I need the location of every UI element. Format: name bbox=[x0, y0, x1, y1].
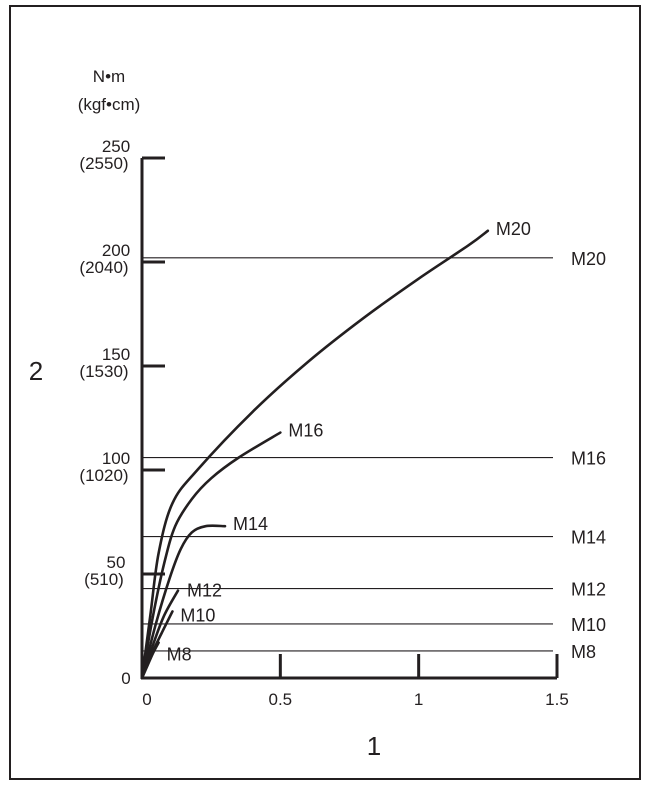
y-tick-label: 0 bbox=[121, 669, 130, 688]
y-tick-label: 250 bbox=[102, 137, 130, 156]
series-line-m16 bbox=[140, 431, 282, 680]
y-tick-label: 150 bbox=[102, 345, 130, 364]
x-tick-label: 0.5 bbox=[269, 690, 293, 709]
y-tick-sublabel: (1530) bbox=[79, 362, 128, 381]
reference-label-m16: M16 bbox=[571, 449, 606, 469]
reference-label-m14: M14 bbox=[571, 528, 606, 548]
series-line-m8 bbox=[140, 641, 160, 680]
reference-label-m12: M12 bbox=[571, 580, 606, 600]
y-tick-sublabel: (2550) bbox=[79, 154, 128, 173]
series-line-m20 bbox=[140, 229, 490, 680]
chart-frame bbox=[9, 5, 641, 780]
series-label-m10: M10 bbox=[180, 605, 215, 625]
y-tick-label: 50 bbox=[107, 553, 126, 572]
y-tick-label: 200 bbox=[102, 241, 130, 260]
y-axis-title: 2 bbox=[29, 356, 43, 386]
y-tick-sublabel: (2040) bbox=[79, 258, 128, 277]
y-tick-sublabel: (1020) bbox=[79, 466, 128, 485]
y-tick-label: 100 bbox=[102, 449, 130, 468]
series-line-m14 bbox=[140, 524, 227, 680]
series-label-m12: M12 bbox=[187, 581, 222, 601]
reference-label-m20: M20 bbox=[571, 249, 606, 269]
x-tick-label: 0 bbox=[142, 690, 151, 709]
y-unit-sub-label: (kgf•cm) bbox=[78, 95, 141, 114]
series-label-m14: M14 bbox=[233, 514, 268, 534]
series-label-m16: M16 bbox=[288, 421, 323, 441]
series-label-m20: M20 bbox=[496, 219, 531, 239]
x-tick-label: 1.5 bbox=[545, 690, 569, 709]
y-tick-sublabel: (510) bbox=[84, 570, 124, 589]
y-unit-label: N•m bbox=[93, 67, 125, 86]
reference-label-m8: M8 bbox=[571, 642, 596, 662]
series-label-m8: M8 bbox=[167, 645, 192, 665]
x-tick-label: 1 bbox=[414, 690, 423, 709]
reference-label-m10: M10 bbox=[571, 615, 606, 635]
x-axis-title: 1 bbox=[367, 731, 381, 761]
